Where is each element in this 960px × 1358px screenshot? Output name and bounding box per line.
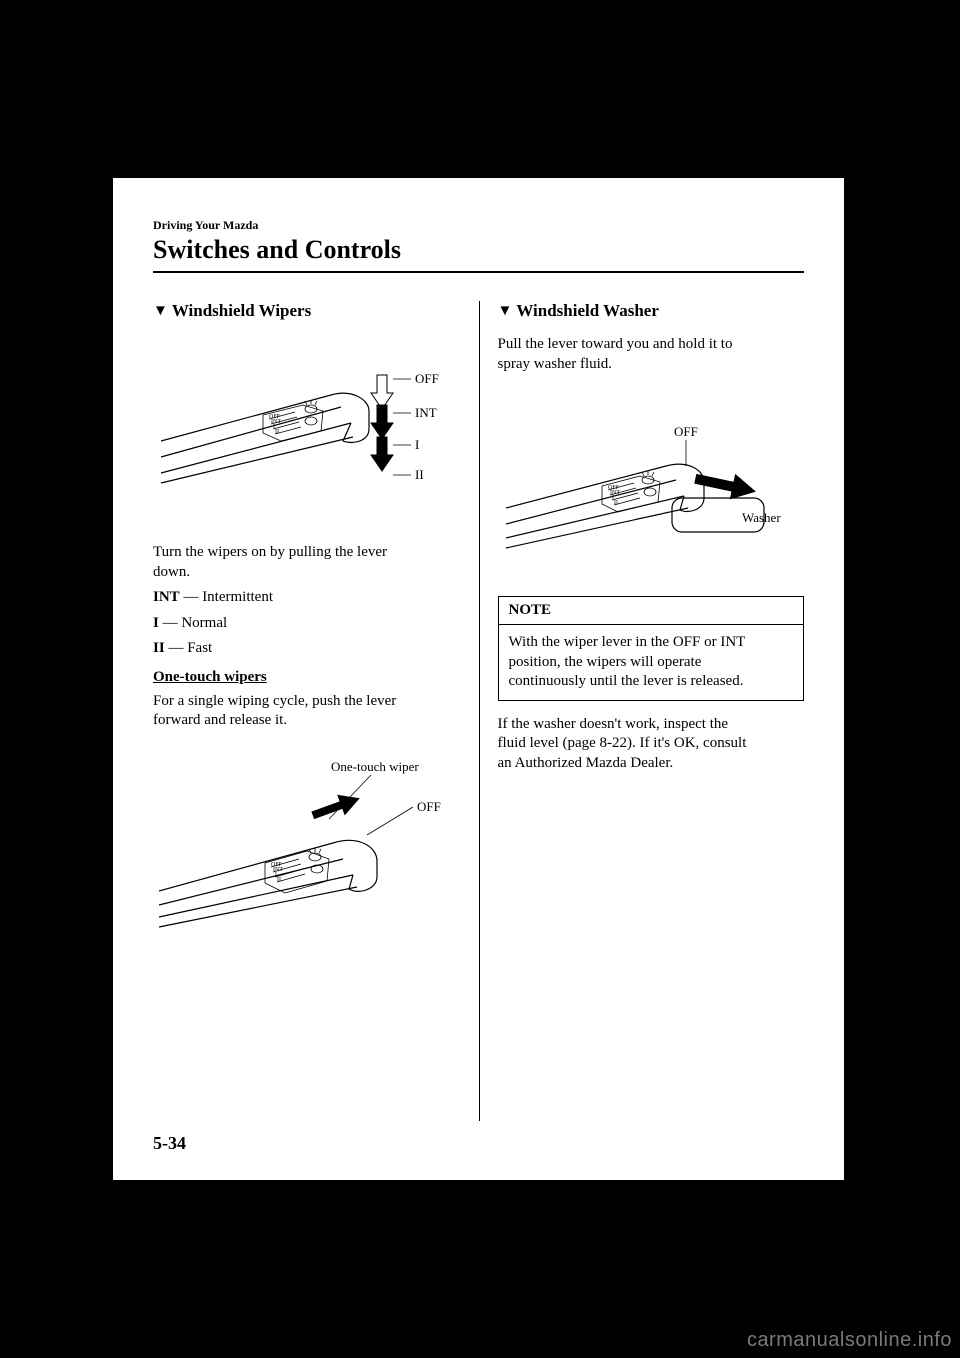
breadcrumb: Driving Your Mazda [153, 218, 804, 233]
triangle-down-icon: ▼ [498, 303, 513, 319]
figure-wiper-positions: OFF INT I II [153, 345, 461, 515]
wipers-heading-text: Windshield Wipers [172, 301, 311, 320]
left-column: ▼Windshield Wipers [153, 301, 479, 1121]
right-column: ▼Windshield Washer Pull the lever toward… [479, 301, 805, 1121]
wiper-int-row: INT — Intermittent [153, 588, 461, 608]
label-off-2: OFF [417, 799, 441, 814]
washer-heading: ▼Windshield Washer [498, 301, 805, 321]
manual-page: Driving Your Mazda Switches and Controls… [113, 178, 844, 1180]
washer-intro: Pull the lever toward you and hold it to… [498, 335, 805, 374]
label-washer: Washer [742, 510, 781, 525]
mini-label-ii: II [275, 429, 279, 435]
one-touch-heading: One-touch wipers [153, 669, 461, 686]
triangle-down-icon: ▼ [153, 303, 168, 319]
label-one-touch: One-touch wiper [331, 759, 419, 774]
content-columns: ▼Windshield Wipers [153, 301, 804, 1121]
watermark: carmanualsonline.info [747, 1329, 952, 1352]
page-number: 5-34 [153, 1133, 186, 1154]
label-int: INT [415, 405, 437, 420]
label-ii: II [415, 467, 424, 482]
washer-heading-text: Windshield Washer [516, 301, 659, 320]
one-touch-para: For a single wiping cycle, push the leve… [153, 692, 461, 731]
wiper-ii-row: II — Fast [153, 639, 461, 659]
wiper-i-row: I — Normal [153, 614, 461, 634]
wipers-heading: ▼Windshield Wipers [153, 301, 461, 321]
note-box: NOTE With the wiper lever in the OFF or … [498, 596, 805, 701]
figure-one-touch: One-touch wiper OFF [153, 755, 461, 935]
mini2-ii: II [277, 877, 281, 883]
label-i: I [415, 437, 419, 452]
page-title: Switches and Controls [153, 235, 804, 265]
washer-after: If the washer doesn't work, inspect the … [498, 715, 805, 774]
label-off-3: OFF [674, 424, 698, 439]
figure-washer: OFF [498, 416, 805, 566]
note-title: NOTE [499, 597, 804, 625]
note-body: With the wiper lever in the OFF or INT p… [499, 625, 804, 700]
wipers-para1: Turn the wipers on by pulling the lever … [153, 543, 461, 582]
mini3-ii: II [614, 500, 618, 506]
label-off: OFF [415, 371, 439, 386]
header-rule [153, 271, 804, 273]
